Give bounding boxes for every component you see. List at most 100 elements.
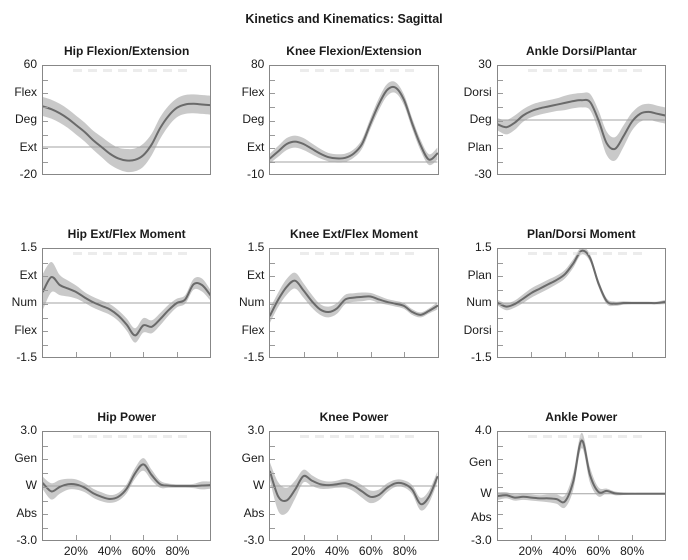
y-axis-labels: 80 Flex Deg Ext -10 [229, 58, 269, 181]
y-axis-tick [497, 162, 503, 164]
y-axis-tick [270, 317, 276, 319]
x-axis-tick [337, 351, 339, 357]
y-axis-tick [497, 148, 503, 150]
y-axis-tick-label: -1.5 [243, 350, 265, 365]
confidence-band [270, 462, 438, 515]
chart-body: 3.0 Gen W Abs -3.0 [2, 424, 212, 547]
y-axis-tick-label: -3.0 [243, 533, 265, 548]
figure: Kinetics and Kinematics: Sagittal Hip Fl… [0, 8, 688, 559]
y-axis-tick-label: 60 [23, 57, 37, 72]
y-axis-tick [43, 528, 48, 530]
y-axis-tick-label: -1.5 [470, 350, 492, 365]
y-axis-tick-label: Dorsi [463, 322, 492, 337]
chart-canvas [43, 457, 211, 503]
y-axis-tick [43, 162, 48, 164]
x-axis-labels [42, 178, 211, 194]
scan-artifact [300, 251, 416, 255]
chart-hip-flexion-extension: Hip Flexion/Extension 60 Flex Deg Ext -20 [2, 43, 212, 194]
chart-body: 3.0 Gen W Abs -3.0 [229, 424, 439, 547]
plot-area [269, 247, 439, 358]
x-axis-labels: 20% 40% 60% 80% [497, 544, 666, 560]
chart-title: Hip Flexion/Extension [63, 43, 190, 58]
x-axis-labels [269, 178, 438, 194]
y-axis-tick [43, 303, 48, 305]
y-axis-tick-label: 30 [478, 57, 492, 72]
y-axis-tick [497, 290, 503, 292]
y-axis-tick-label: Gen [468, 454, 492, 469]
scan-artifact [73, 251, 189, 255]
x-axis-tick [631, 534, 633, 540]
chart-canvas [497, 432, 665, 508]
scan-artifact [527, 251, 644, 255]
mean-curve [43, 464, 210, 499]
y-axis-tick [270, 486, 276, 488]
x-axis-tick [631, 351, 633, 357]
y-axis-tick-label: Dorsi [463, 84, 492, 99]
y-axis-tick-label: W [25, 478, 37, 493]
plot-area [496, 430, 666, 541]
y-axis-tick [43, 120, 48, 122]
y-axis-tick-label: -3.0 [470, 533, 492, 548]
y-axis-labels: 1.5 Plan Num Dorsi -1.5 [457, 241, 497, 364]
chart-title: Ankle Power [545, 409, 618, 424]
confidence-band [43, 457, 211, 503]
y-axis-tick-label: Flex [241, 322, 265, 337]
x-axis-tick [143, 534, 145, 540]
y-axis-tick-label: 1.5 [474, 240, 492, 255]
x-axis-labels: 20% 40% 60% 80% [269, 544, 438, 560]
y-axis-tick [270, 345, 276, 347]
x-axis-tick [598, 534, 600, 540]
x-axis-tick-label: 40% [325, 543, 350, 558]
y-axis-tick [270, 120, 276, 122]
y-axis-tick [497, 93, 503, 95]
y-axis-tick [497, 500, 503, 502]
y-axis-tick [43, 107, 48, 109]
y-axis-tick [270, 262, 276, 264]
x-axis-tick-label: 60% [131, 543, 156, 558]
confidence-band [43, 261, 211, 343]
x-axis-tick [531, 534, 533, 540]
plot-area [496, 247, 666, 358]
y-axis-tick [43, 276, 48, 278]
y-axis-tick [43, 148, 48, 150]
x-axis-tick [76, 351, 78, 357]
confidence-band [43, 94, 211, 172]
chart-knee-power: Knee Power 3.0 Gen W Abs -3.0 20% 40% 60% 80% [229, 410, 439, 560]
mean-curve [270, 280, 437, 315]
chart-canvas [270, 81, 438, 165]
scan-artifact [527, 434, 644, 438]
y-axis-tick [43, 93, 48, 95]
chart-title: Hip Power [97, 409, 156, 424]
y-axis-tick [270, 276, 276, 278]
mean-curve [270, 87, 437, 160]
y-axis-tick [43, 500, 48, 502]
chart-body: 60 Flex Deg Ext -20 [2, 58, 212, 181]
plot-area [269, 64, 439, 175]
y-axis-tick-label: Flex [241, 84, 265, 99]
chart-ankle-power: Ankle Power 4.0 Gen W Abs -3.0 20% 40% 60% 80% [457, 410, 666, 560]
chart-body: 1.5 Plan Num Dorsi -1.5 [457, 241, 666, 364]
confidence-band [497, 248, 665, 310]
x-axis-tick-label: 20% [518, 543, 543, 558]
chart-title: Ankle Dorsi/Plantar [525, 43, 637, 58]
y-axis-tick [270, 500, 276, 502]
mean-curve [270, 471, 437, 504]
chart-plan-dorsi-moment: Plan/Dorsi Moment 1.5 Plan Num Dorsi -1.5 [457, 227, 666, 377]
scan-artifact [300, 68, 416, 72]
plot-area [496, 64, 666, 175]
y-axis-tick-label: 80 [250, 57, 265, 72]
y-axis-tick [270, 303, 276, 305]
x-axis-tick [109, 534, 111, 540]
chart-canvas [270, 272, 438, 323]
y-axis-labels: 3.0 Gen W Abs -3.0 [229, 424, 269, 547]
y-axis-tick-label: Ext [19, 139, 37, 154]
y-axis-tick-label: -20 [19, 167, 37, 182]
y-axis-tick [270, 148, 276, 150]
y-axis-tick [497, 473, 503, 475]
x-axis-tick [337, 534, 339, 540]
y-axis-tick-label: Abs [470, 509, 492, 524]
chart-knee-ext-flex-moment: Knee Ext/Flex Moment 1.5 Ext Num Flex -1.5 [229, 227, 439, 377]
x-axis-tick [109, 351, 111, 357]
chart-title: Hip Ext/Flex Moment [67, 226, 186, 241]
y-axis-tick [43, 345, 48, 347]
